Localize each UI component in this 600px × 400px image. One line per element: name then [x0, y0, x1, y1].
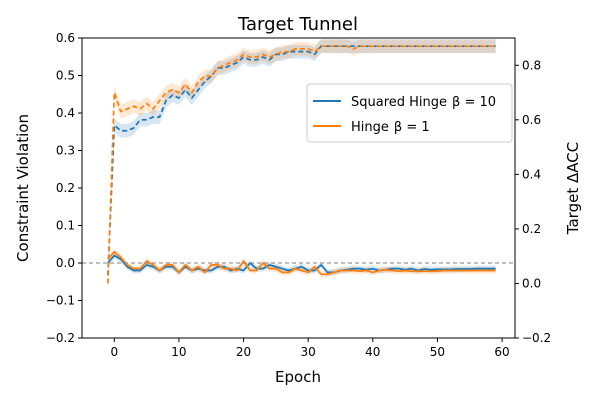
- y-left-tick-label: 0.1: [56, 219, 75, 233]
- y-left-tick-label: 0.6: [56, 31, 75, 45]
- y-left-tick-label: −0.1: [46, 294, 75, 308]
- series-lines: [107, 45, 496, 284]
- plot-frame: [81, 37, 516, 339]
- y-right-tick-label: 0.4: [522, 167, 541, 181]
- series-line-squared-hinge-target-dacc: [107, 45, 496, 276]
- y-axis-left-ticks: −0.2 −0.1 0.0 0.1 0.2 0.3 0.4 0.5 0.6: [46, 31, 82, 345]
- legend: Squared Hinge β = 10 Hinge β = 1: [306, 83, 513, 143]
- y-left-tick-label: 0.5: [56, 69, 75, 83]
- chart-title: Target Tunnel: [237, 14, 358, 35]
- y-right-tick-label: 0.0: [522, 276, 541, 290]
- series-line-squared-hinge-constraint-violation: [107, 254, 496, 274]
- legend-entry-hinge: Hinge β = 1: [351, 120, 430, 135]
- band-hinge-right: [107, 39, 496, 291]
- legend-param-hinge: β = 1: [394, 120, 430, 135]
- legend-entry-squared-hinge: Squared Hinge β = 10: [351, 95, 496, 110]
- legend-label-squared-hinge: Squared Hinge: [351, 95, 447, 110]
- x-tick-label: 60: [494, 345, 509, 359]
- x-tick-label: 10: [171, 345, 186, 359]
- y-right-tick-label: 0.2: [522, 222, 541, 236]
- legend-param-squared-hinge: β = 10: [452, 95, 496, 110]
- x-tick-label: 0: [110, 345, 118, 359]
- y-left-tick-label: 0.4: [56, 106, 75, 120]
- y-axis-right-ticks: −0.2 0.0 0.2 0.4 0.6 0.8: [515, 58, 551, 345]
- band-squared-hinge-right: [107, 39, 496, 283]
- y-axis-right-label: Target ΔACC: [564, 142, 582, 235]
- y-axis-left-label: Constraint Violation: [14, 114, 32, 262]
- x-tick-label: 50: [430, 345, 445, 359]
- y-left-tick-label: 0.0: [56, 256, 75, 270]
- x-axis-ticks: 0 10 20 30 40 50 60: [110, 338, 510, 359]
- y-right-tick-label: 0.6: [522, 113, 541, 127]
- x-axis-label: Epoch: [275, 368, 321, 386]
- x-tick-label: 40: [365, 345, 380, 359]
- y-left-tick-label: 0.3: [56, 144, 75, 158]
- y-left-tick-label: 0.2: [56, 181, 75, 195]
- legend-box: [306, 83, 513, 143]
- series-line-hinge-constraint-violation: [107, 250, 496, 276]
- x-tick-label: 30: [301, 345, 316, 359]
- legend-label-hinge: Hinge: [351, 120, 389, 135]
- x-tick-label: 20: [236, 345, 251, 359]
- y-left-tick-label: −0.2: [46, 331, 75, 345]
- series-line-hinge-target-dacc: [107, 45, 496, 284]
- y-right-tick-label: 0.8: [522, 58, 541, 72]
- y-right-tick-label: −0.2: [522, 331, 551, 345]
- uncertainty-bands: [107, 39, 496, 291]
